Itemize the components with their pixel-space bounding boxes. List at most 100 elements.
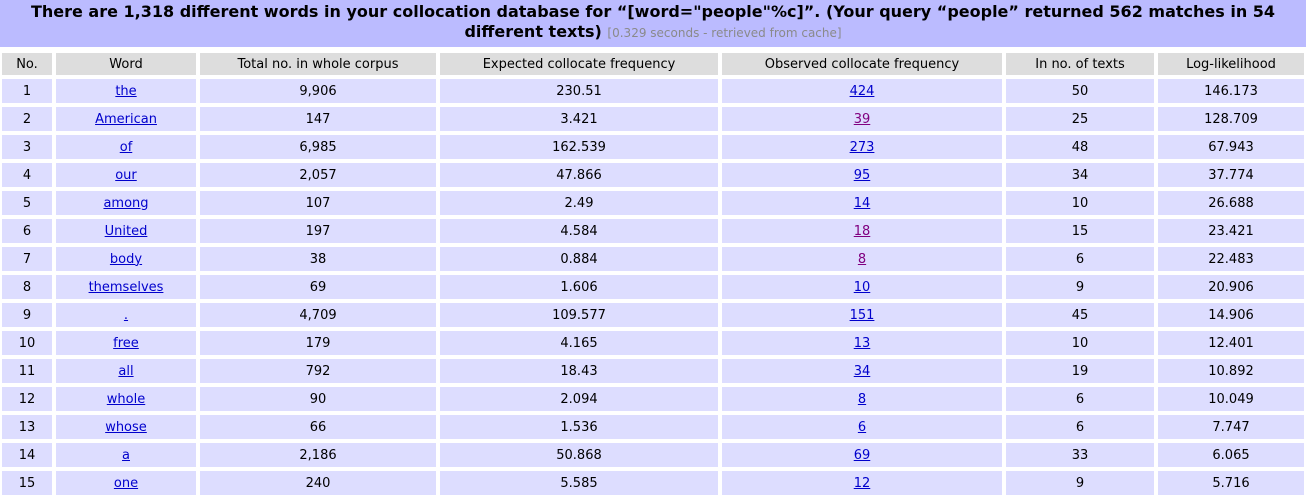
query-timing-meta: [0.329 seconds - retrieved from cache] [607,26,842,40]
log-likelihood-cell: 22.483 [1156,245,1306,273]
observed-frequency-link[interactable]: 8 [857,251,867,267]
observed-frequency-cell: 8 [720,245,1004,273]
word-cell: a [54,441,198,469]
word-link[interactable]: themselves [88,279,164,295]
table-row: 6 United 197 4.584 18 15 23.421 [0,217,1306,245]
word-link[interactable]: body [109,251,143,267]
log-likelihood-cell: 146.173 [1156,77,1306,105]
table-row: 4 our 2,057 47.866 95 34 37.774 [0,161,1306,189]
word-cell: whose [54,413,198,441]
observed-frequency-link[interactable]: 14 [853,195,871,211]
table-row: 12 whole 90 2.094 8 6 10.049 [0,385,1306,413]
expected-frequency-cell: 5.585 [438,469,720,497]
expected-frequency-cell: 0.884 [438,245,720,273]
observed-frequency-link[interactable]: 8 [857,391,867,407]
row-number-cell: 9 [0,301,54,329]
observed-frequency-cell: 12 [720,469,1004,497]
observed-frequency-link[interactable]: 34 [853,363,871,379]
observed-frequency-link[interactable]: 10 [853,279,871,295]
total-frequency-cell: 197 [198,217,438,245]
word-link[interactable]: American [95,111,157,127]
word-link[interactable]: of [119,139,133,155]
word-link[interactable]: United [104,223,148,239]
observed-frequency-link[interactable]: 39 [853,111,871,127]
observed-frequency-link[interactable]: 95 [853,167,871,183]
observed-frequency-cell: 8 [720,385,1004,413]
column-header-no[interactable]: No. [0,51,54,77]
word-link[interactable]: among [103,195,149,211]
total-frequency-cell: 240 [198,469,438,497]
observed-frequency-link[interactable]: 424 [849,83,875,99]
table-row: 5 among 107 2.49 14 10 26.688 [0,189,1306,217]
row-number-cell: 2 [0,105,54,133]
total-frequency-cell: 107 [198,189,438,217]
observed-frequency-cell: 10 [720,273,1004,301]
observed-frequency-cell: 34 [720,357,1004,385]
observed-frequency-link[interactable]: 6 [857,419,867,435]
word-link[interactable]: free [113,335,139,351]
column-header-word[interactable]: Word [54,51,198,77]
texts-count-cell: 6 [1004,245,1156,273]
word-cell: all [54,357,198,385]
table-row: 2 American 147 3.421 39 25 128.709 [0,105,1306,133]
row-number-cell: 8 [0,273,54,301]
row-number-cell: 10 [0,329,54,357]
observed-frequency-link[interactable]: 12 [853,475,871,491]
row-number-cell: 4 [0,161,54,189]
observed-frequency-cell: 273 [720,133,1004,161]
column-header-observed[interactable]: Observed collocate frequency [720,51,1004,77]
expected-frequency-cell: 3.421 [438,105,720,133]
expected-frequency-cell: 4.165 [438,329,720,357]
word-link[interactable]: whole [106,391,146,407]
row-number-cell: 11 [0,357,54,385]
table-row: 3 of 6,985 162.539 273 48 67.943 [0,133,1306,161]
word-link[interactable]: one [113,475,139,491]
observed-frequency-link[interactable]: 273 [849,139,875,155]
row-number-cell: 15 [0,469,54,497]
total-frequency-cell: 6,985 [198,133,438,161]
expected-frequency-cell: 18.43 [438,357,720,385]
row-number-cell: 5 [0,189,54,217]
row-number-cell: 14 [0,441,54,469]
word-link[interactable]: the [115,83,137,99]
observed-frequency-link[interactable]: 18 [853,223,871,239]
word-cell: our [54,161,198,189]
column-header-expected[interactable]: Expected collocate frequency [438,51,720,77]
observed-frequency-link[interactable]: 13 [853,335,871,351]
query-summary-header: There are 1,318 different words in your … [0,0,1306,47]
word-link[interactable]: our [115,167,137,183]
log-likelihood-cell: 7.747 [1156,413,1306,441]
table-row: 14 a 2,186 50.868 69 33 6.065 [0,441,1306,469]
column-header-log-likelihood[interactable]: Log-likelihood [1156,51,1306,77]
texts-count-cell: 9 [1004,469,1156,497]
texts-count-cell: 48 [1004,133,1156,161]
table-row: 13 whose 66 1.536 6 6 7.747 [0,413,1306,441]
expected-frequency-cell: 2.49 [438,189,720,217]
texts-count-cell: 33 [1004,441,1156,469]
column-header-texts[interactable]: In no. of texts [1004,51,1156,77]
word-link[interactable]: a [122,447,130,463]
log-likelihood-cell: 23.421 [1156,217,1306,245]
log-likelihood-cell: 128.709 [1156,105,1306,133]
row-number-cell: 6 [0,217,54,245]
word-link[interactable]: all [118,363,134,379]
observed-frequency-cell: 39 [720,105,1004,133]
word-cell: of [54,133,198,161]
column-header-total[interactable]: Total no. in whole corpus [198,51,438,77]
word-cell: body [54,245,198,273]
word-link[interactable]: . [123,307,129,323]
texts-count-cell: 15 [1004,217,1156,245]
texts-count-cell: 10 [1004,189,1156,217]
observed-frequency-cell: 13 [720,329,1004,357]
total-frequency-cell: 9,906 [198,77,438,105]
observed-frequency-link[interactable]: 69 [853,447,871,463]
table-row: 15 one 240 5.585 12 9 5.716 [0,469,1306,497]
table-row: 7 body 38 0.884 8 6 22.483 [0,245,1306,273]
table-row: 1 the 9,906 230.51 424 50 146.173 [0,77,1306,105]
observed-frequency-link[interactable]: 151 [849,307,875,323]
log-likelihood-cell: 6.065 [1156,441,1306,469]
word-link[interactable]: whose [105,419,147,435]
log-likelihood-cell: 20.906 [1156,273,1306,301]
total-frequency-cell: 179 [198,329,438,357]
log-likelihood-cell: 14.906 [1156,301,1306,329]
